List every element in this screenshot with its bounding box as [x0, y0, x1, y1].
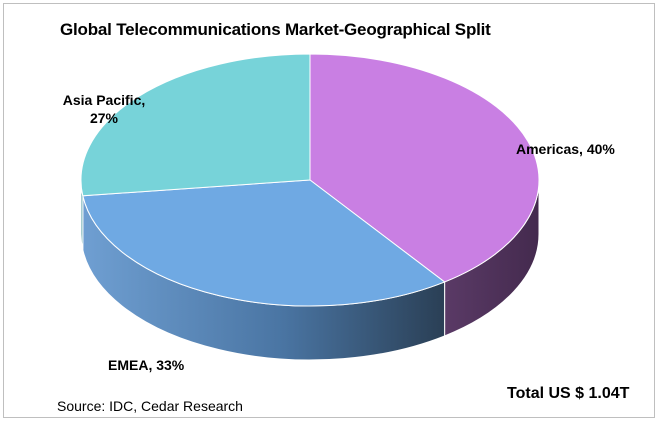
pie-slice-asia-pacific — [80, 53, 311, 197]
label-asia-pacific: Asia Pacific, 27% — [56, 91, 152, 127]
pie-slice-americas — [309, 53, 540, 283]
pie-slice-emea — [82, 179, 446, 307]
source-note: Source: IDC, Cedar Research — [57, 398, 243, 414]
chart-title: Global Telecommunications Market-Geograp… — [60, 20, 491, 39]
total-market-note: Total US $ 1.04T — [507, 385, 630, 402]
label-asia-pacific-value: 27% — [89, 110, 119, 126]
label-asia-pacific-name: Asia Pacific, — [62, 92, 146, 108]
label-americas: Americas, 40% — [516, 141, 615, 157]
label-emea: EMEA, 33% — [108, 357, 185, 373]
